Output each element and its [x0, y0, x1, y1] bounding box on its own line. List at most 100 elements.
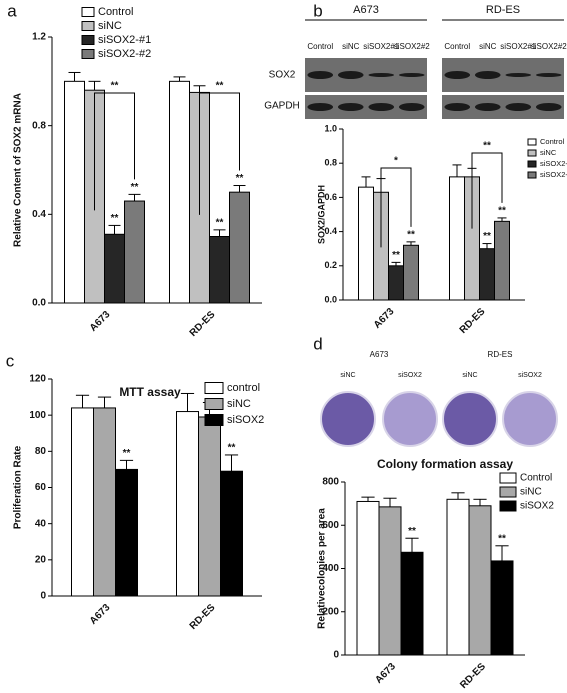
- legend-swatch: [81, 7, 95, 17]
- colony-plate: [442, 391, 498, 447]
- legend-label: control: [227, 382, 260, 394]
- y-axis-label: Relativecolonies per area: [317, 508, 328, 629]
- y-tick-label: 0.0: [32, 298, 46, 309]
- colony-plate: [502, 391, 558, 447]
- bar: [358, 186, 374, 301]
- legend-label: Control: [540, 137, 565, 146]
- legend-label: siSOX2-#2: [540, 170, 567, 179]
- plate-group-label: A673: [370, 350, 389, 359]
- blot-lane-label: siNC: [342, 42, 360, 51]
- blot-lane-label: siSOX2#1: [500, 42, 537, 51]
- y-tick-label: 0.8: [324, 158, 337, 168]
- y-tick-label: 0: [333, 650, 339, 661]
- x-tick-label: RD-ES: [458, 306, 488, 336]
- x-tick-label: A673: [372, 306, 397, 331]
- bracket-label: **: [483, 141, 491, 152]
- significance-bracket: [94, 92, 135, 211]
- legend-swatch: [204, 398, 224, 410]
- blot-lane-label: siNC: [479, 42, 497, 51]
- blot-band: [368, 103, 395, 111]
- bar: [169, 80, 190, 304]
- panel-label: b: [313, 1, 322, 20]
- significance-bracket: [380, 167, 412, 248]
- legend-label: siSOX2-#2: [98, 48, 151, 60]
- blot-band: [505, 103, 532, 111]
- panel-label: a: [7, 1, 17, 20]
- bar: [356, 500, 380, 656]
- bar: [378, 506, 402, 656]
- blot-row-label: SOX2: [269, 70, 296, 81]
- bar: [220, 470, 243, 597]
- significance-label: **: [498, 533, 506, 544]
- x-tick-label: RD-ES: [188, 602, 218, 632]
- blot-band: [337, 103, 364, 111]
- blot-lane-label: siSOX2#2: [531, 42, 567, 51]
- y-tick-label: 800: [322, 477, 339, 488]
- y-tick-label: 100: [29, 410, 46, 421]
- legend-swatch: [204, 382, 224, 394]
- legend-label: siSOX2: [520, 501, 554, 512]
- blot-lane-label: siSOX2#2: [394, 42, 431, 51]
- bracket-label: **: [111, 81, 119, 92]
- y-tick-label: 40: [35, 518, 47, 529]
- blot-band: [474, 71, 501, 79]
- colony-plate: [320, 391, 376, 447]
- y-tick-label: 0.2: [324, 260, 337, 270]
- legend-label: Control: [98, 6, 133, 18]
- legend-swatch: [204, 414, 224, 426]
- blot-band: [398, 73, 425, 77]
- bar: [229, 191, 250, 304]
- significance-label: **: [407, 230, 415, 241]
- x-tick-label: RD-ES: [458, 661, 488, 691]
- plate-group-label: RD-ES: [488, 350, 513, 359]
- legend-label: Control: [520, 473, 552, 484]
- bar: [64, 80, 85, 304]
- blot-lane-label: Control: [444, 42, 470, 51]
- bar: [124, 200, 145, 304]
- significance-label: **: [216, 217, 224, 228]
- bracket-label: *: [394, 156, 398, 167]
- bar: [479, 248, 495, 301]
- blot-band: [337, 71, 364, 79]
- blot-band: [444, 71, 471, 79]
- y-tick-label: 20: [35, 554, 47, 565]
- bar: [198, 416, 221, 597]
- legend-label: siSOX2-#1: [540, 159, 567, 168]
- bracket-label: **: [216, 81, 224, 92]
- y-tick-label: 600: [322, 520, 339, 531]
- bar: [93, 407, 116, 597]
- significance-label: **: [483, 231, 491, 242]
- blot-band: [505, 73, 532, 77]
- y-tick-label: 60: [35, 482, 47, 493]
- legend-swatch: [81, 35, 95, 45]
- colony-plate: [382, 391, 438, 447]
- y-tick-label: 0.4: [32, 209, 46, 220]
- significance-label: **: [131, 182, 139, 193]
- legend-label: siSOX2: [227, 414, 264, 426]
- bar: [449, 176, 465, 301]
- y-axis-label: SOX2/GAPDH: [316, 185, 326, 244]
- legend-swatch: [499, 472, 517, 484]
- y-tick-label: 0.4: [324, 226, 337, 236]
- legend-swatch: [527, 171, 537, 179]
- plate-lane-label: siNC: [462, 372, 477, 379]
- legend-label: siNC: [98, 20, 122, 32]
- y-axis-label: Relative Content of SOX2 mRNA: [13, 93, 24, 247]
- bar: [403, 244, 419, 301]
- plate-lane-label: siSOX2: [518, 372, 542, 379]
- legend-label: siSOX2-#1: [98, 34, 151, 46]
- y-tick-label: 0.0: [324, 294, 337, 304]
- y-tick-label: 80: [35, 446, 47, 457]
- bar: [115, 468, 138, 597]
- y-tick-label: 120: [29, 374, 46, 385]
- blot-row-label: GAPDH: [264, 101, 300, 112]
- blot-band: [474, 103, 501, 111]
- bar: [446, 498, 470, 656]
- blot-band: [307, 103, 334, 111]
- legend-label: siNC: [520, 487, 542, 498]
- blot-band: [398, 103, 425, 111]
- chart-title: MTT assay: [119, 385, 181, 399]
- legend-swatch: [527, 149, 537, 157]
- legend-swatch: [81, 21, 95, 31]
- blot-group-label: RD-ES: [486, 4, 520, 16]
